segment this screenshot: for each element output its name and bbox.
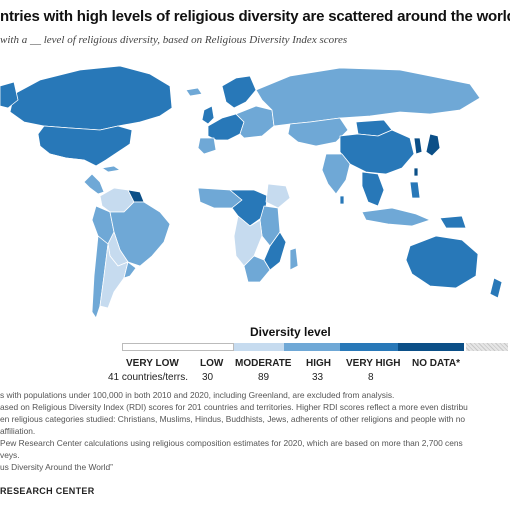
source-credit: RESEARCH CENTER <box>0 486 95 496</box>
legend-count-very-low: 41 countries/terrs. <box>108 372 189 383</box>
legend-label-high: HIGH <box>306 358 331 369</box>
legend-swatch-moderate <box>284 343 340 351</box>
note-line: us Diversity Around the World” <box>0 462 113 472</box>
region-caribbean <box>101 165 121 173</box>
region-canada <box>9 65 173 131</box>
region-png <box>439 215 467 229</box>
legend-count-low: 30 <box>202 372 214 383</box>
notes: s with populations under 100,000 in both… <box>0 389 510 473</box>
region-uruguay <box>123 261 137 279</box>
legend-swatch-very-high <box>398 343 464 351</box>
note-line: affiliation. <box>0 426 36 436</box>
region-new-zealand <box>489 277 503 299</box>
region-taiwan <box>413 167 419 177</box>
chart-title: ntries with high levels of religious div… <box>0 8 510 25</box>
region-russia <box>255 67 481 127</box>
region-alaska <box>0 81 19 109</box>
region-madagascar <box>289 247 299 271</box>
region-philippines <box>409 181 421 199</box>
legend-color-bar <box>122 343 464 351</box>
region-indonesia <box>361 207 431 227</box>
legend-label-low: LOW <box>200 358 224 369</box>
legend-label-no-data: NO DATA* <box>412 358 460 369</box>
region-south-africa <box>243 255 271 283</box>
legend-count-moderate: 89 <box>258 372 270 383</box>
world-map <box>0 65 503 319</box>
legend-swatch-very-low <box>122 343 234 351</box>
region-argentina <box>99 243 129 309</box>
chart-subtitle: with a __ level of religious diversity, … <box>0 34 348 46</box>
region-iceland <box>185 87 203 97</box>
region-southeast-asia <box>361 171 385 207</box>
region-india <box>321 153 351 195</box>
region-japan <box>425 133 441 157</box>
region-central-america <box>83 173 105 195</box>
legend-swatch-low <box>234 343 284 351</box>
legend-swatch-no-data <box>466 343 508 351</box>
legend-label-moderate: MODERATE <box>235 358 292 369</box>
region-uk <box>201 105 215 125</box>
region-north-africa <box>197 151 271 191</box>
region-turkey <box>249 137 281 151</box>
note-line: Pew Research Center calculations using r… <box>0 438 463 448</box>
region-eastern-europe <box>235 105 275 139</box>
region-korea <box>413 137 423 155</box>
legend-label-very-high: VERY HIGH <box>346 358 401 369</box>
legend-swatch-high <box>340 343 398 351</box>
region-iberia <box>197 137 217 155</box>
legend-title: Diversity level <box>250 325 331 339</box>
note-line: en religious categories studied: Christi… <box>0 414 466 424</box>
region-horn-africa <box>265 183 291 209</box>
legend-count-very-high: 8 <box>368 372 374 383</box>
region-sri-lanka <box>339 195 345 205</box>
region-usa <box>37 125 133 167</box>
region-scandinavia <box>221 75 257 109</box>
note-line: s with populations under 100,000 in both… <box>0 390 395 400</box>
legend-label-very-low: VERY LOW <box>126 358 179 369</box>
region-australia <box>405 235 479 289</box>
note-line: ased on Religious Diversity Index (RDI) … <box>0 402 468 412</box>
region-central-asia <box>287 117 349 147</box>
region-china <box>339 129 415 175</box>
note-line: veys. <box>0 450 20 460</box>
legend-count-high: 33 <box>312 372 324 383</box>
